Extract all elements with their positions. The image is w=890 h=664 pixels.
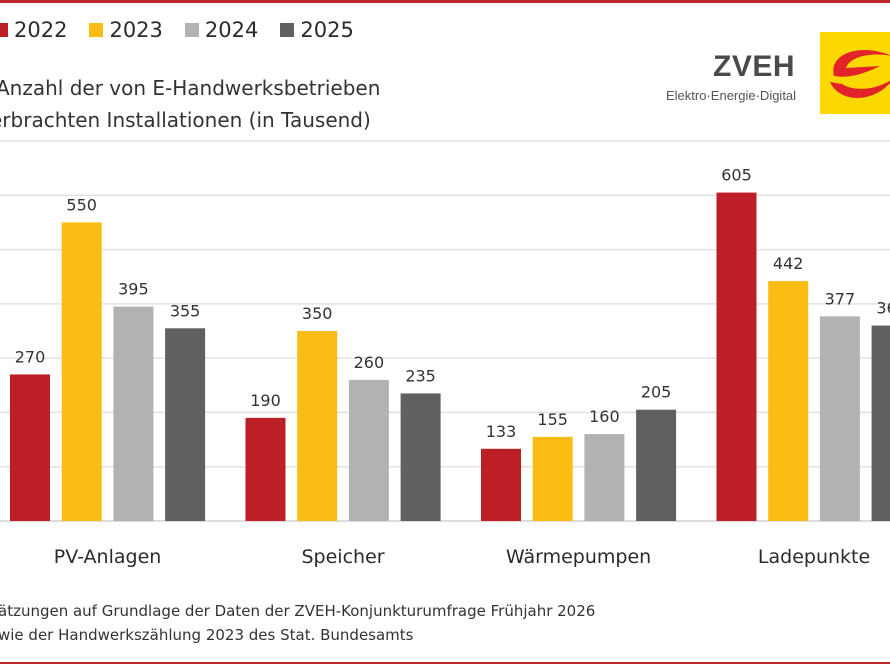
- data-label: 442: [773, 254, 804, 273]
- bar-2023: [768, 281, 809, 521]
- bar-2024: [819, 316, 860, 521]
- logo-wordmark: ZVEH: [713, 50, 796, 83]
- data-label: 377: [825, 289, 856, 308]
- data-label: 205: [641, 383, 672, 402]
- bar-2024: [113, 306, 154, 521]
- bar-2023: [61, 222, 102, 521]
- data-label: 235: [405, 366, 436, 385]
- category-label: PV-Anlagen: [54, 546, 162, 568]
- legend-swatch: [280, 23, 295, 37]
- bar-2022: [481, 448, 521, 521]
- category-label: Wärmepumpen: [506, 546, 651, 568]
- legend-label: 2022: [14, 18, 68, 42]
- legend-item-2022: 2022: [0, 18, 67, 42]
- data-label: 155: [537, 410, 568, 429]
- data-label: 260: [354, 353, 385, 372]
- bar-2025: [400, 393, 441, 521]
- legend-swatch: [89, 23, 104, 37]
- legend-item-2024: 2024: [184, 18, 259, 42]
- legend-item-2025: 2025: [280, 18, 354, 42]
- bottom-border: [0, 662, 890, 664]
- e-mark-logo-icon: [820, 32, 890, 114]
- bar-chart: 270 550 395 355 PV-Anlagen 190 350 260 235 Speich…: [0, 140, 890, 568]
- bar-2024: [584, 434, 625, 521]
- top-border: [0, 0, 890, 3]
- data-label: 350: [302, 304, 333, 323]
- bar-2025: [165, 328, 206, 521]
- data-label: 395: [118, 280, 149, 299]
- bar-2024: [348, 379, 389, 521]
- bar-2022: [716, 192, 757, 522]
- footnote-line: wie der Handwerkszählung 2023 des Stat. …: [0, 626, 414, 644]
- footnote-line: ätzungen auf Grundlage der Daten der ZVE…: [0, 602, 596, 620]
- data-label: 355: [170, 301, 201, 320]
- legend-label: 2024: [204, 18, 259, 42]
- bar-2025: [636, 409, 677, 521]
- data-label: 360: [876, 299, 890, 318]
- logo-tagline: Elektro·Energie·Digital: [666, 88, 797, 103]
- legend-swatch: [0, 23, 8, 37]
- chart-title-line: Anzahl der von E-Handwerksbetrieben: [0, 76, 381, 100]
- bar-2023: [532, 436, 573, 521]
- bar-2022: [245, 417, 286, 521]
- category-label: Speicher: [302, 546, 385, 568]
- category-label: Ladepunkte: [758, 546, 870, 568]
- data-label: 605: [721, 166, 752, 185]
- legend-swatch: [184, 23, 199, 37]
- bar-2022: [10, 374, 50, 521]
- footnote: ätzungen auf Grundlage der Daten der ZVE…: [0, 599, 595, 647]
- data-label: 133: [486, 422, 517, 441]
- legend: 2022 2023 2024 2025: [0, 18, 354, 42]
- legend-label: 2025: [300, 18, 354, 42]
- bar-2025: [871, 325, 890, 521]
- data-label: 270: [15, 347, 46, 366]
- bar-2023: [297, 331, 338, 521]
- data-label: 550: [66, 195, 97, 214]
- data-label: 160: [589, 407, 620, 426]
- chart-title: Anzahl der von E-Handwerksbetrieben erbr…: [0, 72, 380, 136]
- data-label: 190: [250, 391, 281, 410]
- chart-title-line: erbrachten Installationen (in Tausend): [0, 108, 371, 132]
- legend-label: 2023: [109, 18, 163, 42]
- legend-item-2023: 2023: [89, 18, 163, 42]
